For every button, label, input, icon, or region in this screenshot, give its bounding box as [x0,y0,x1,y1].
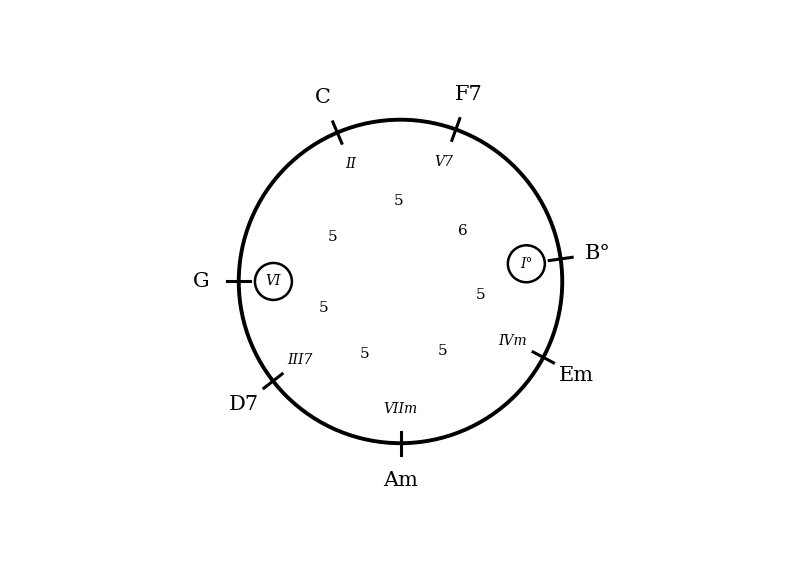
Text: C: C [315,88,331,107]
Text: 5: 5 [320,301,329,315]
Text: G: G [193,272,210,291]
Text: 5: 5 [475,288,485,302]
Text: F7: F7 [455,84,482,104]
Text: 5: 5 [360,347,370,361]
Text: VI: VI [266,274,281,288]
Text: IVm: IVm [498,334,527,348]
Text: 5: 5 [393,193,403,207]
Text: VIIm: VIIm [384,401,417,415]
Text: 5: 5 [328,230,338,244]
Text: Em: Em [559,366,594,384]
Text: III7: III7 [288,353,313,367]
Text: I°: I° [520,257,533,271]
Text: II: II [345,158,356,172]
Text: 6: 6 [458,223,469,237]
Text: B°: B° [585,244,611,263]
Text: 5: 5 [437,344,447,358]
Text: D7: D7 [228,394,259,414]
Text: Am: Am [383,471,418,490]
Text: V7: V7 [434,155,453,169]
